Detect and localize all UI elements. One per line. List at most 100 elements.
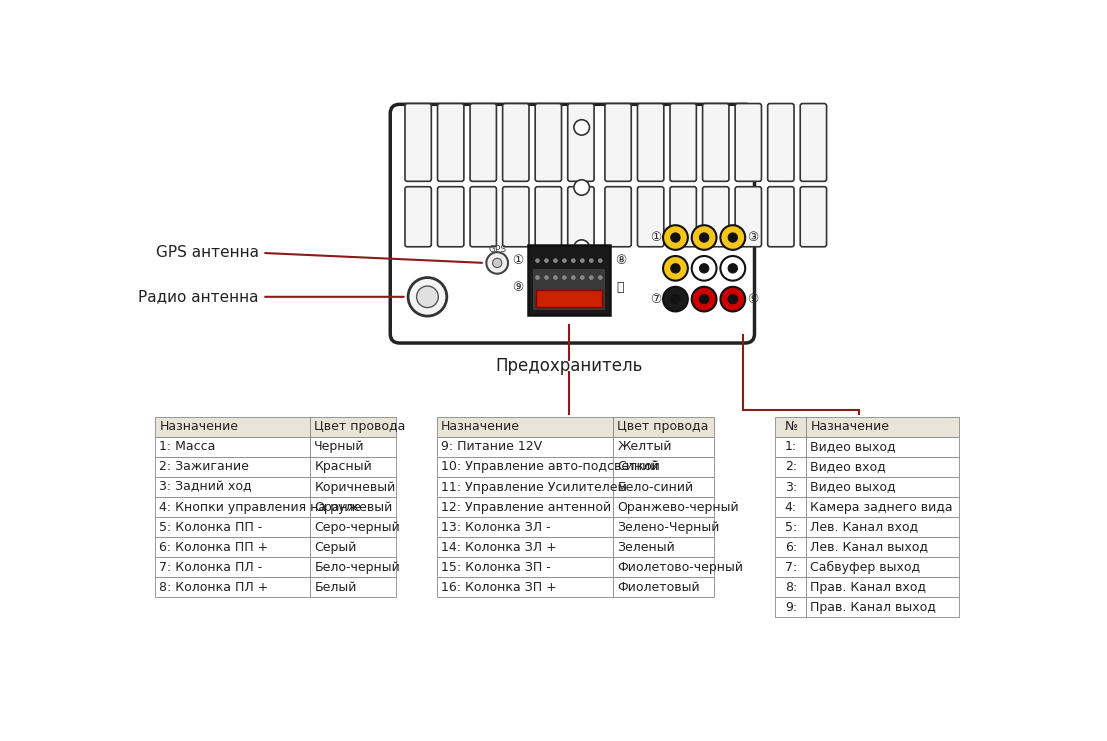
Text: 6:: 6: xyxy=(785,541,797,554)
Bar xyxy=(155,537,310,557)
Text: 16: Колонка ЗП +: 16: Колонка ЗП + xyxy=(441,581,557,594)
Text: ⑯: ⑯ xyxy=(617,281,624,294)
Bar xyxy=(613,537,714,557)
FancyBboxPatch shape xyxy=(638,187,664,247)
Circle shape xyxy=(692,287,716,311)
Bar xyxy=(437,437,613,457)
Circle shape xyxy=(598,275,602,280)
FancyBboxPatch shape xyxy=(638,104,664,182)
Text: 7: Колонка ПЛ -: 7: Колонка ПЛ - xyxy=(159,561,262,574)
FancyBboxPatch shape xyxy=(535,187,561,247)
FancyBboxPatch shape xyxy=(800,187,827,247)
Text: Желтый: Желтый xyxy=(618,440,672,453)
Text: 10: Управление авто-подсветкой: 10: Управление авто-подсветкой xyxy=(441,460,660,473)
Bar xyxy=(536,290,602,307)
Bar xyxy=(155,577,310,597)
Text: Серо-черный: Серо-черный xyxy=(314,520,400,534)
Circle shape xyxy=(486,252,508,273)
Text: №: № xyxy=(785,420,797,433)
Bar xyxy=(310,577,395,597)
Text: Серый: Серый xyxy=(314,541,356,554)
Circle shape xyxy=(721,287,745,311)
Bar xyxy=(613,417,714,437)
Bar xyxy=(775,497,806,517)
FancyBboxPatch shape xyxy=(703,187,728,247)
Circle shape xyxy=(493,259,501,268)
Text: Назначение: Назначение xyxy=(441,420,519,433)
Bar xyxy=(155,517,310,537)
FancyBboxPatch shape xyxy=(437,104,464,182)
Text: Видео вход: Видео вход xyxy=(810,460,886,473)
Text: Видео выход: Видео выход xyxy=(810,480,896,494)
Circle shape xyxy=(535,259,540,263)
Text: 8: Колонка ПЛ +: 8: Колонка ПЛ + xyxy=(159,581,269,594)
FancyBboxPatch shape xyxy=(535,104,561,182)
Bar xyxy=(806,597,959,617)
FancyBboxPatch shape xyxy=(735,187,762,247)
Circle shape xyxy=(571,275,576,280)
Circle shape xyxy=(728,294,737,304)
Text: GPS антенна: GPS антенна xyxy=(155,245,259,260)
Text: Красный: Красный xyxy=(314,460,372,473)
Text: Белый: Белый xyxy=(314,581,356,594)
Text: 6: Колонка ПП +: 6: Колонка ПП + xyxy=(159,541,269,554)
Circle shape xyxy=(408,278,447,316)
Bar xyxy=(775,477,806,497)
Bar xyxy=(806,577,959,597)
Circle shape xyxy=(573,240,589,255)
Bar xyxy=(806,537,959,557)
Bar xyxy=(155,417,310,437)
Text: Радио антенна: Радио антенна xyxy=(138,289,259,305)
Text: 15: Колонка ЗП -: 15: Колонка ЗП - xyxy=(441,561,550,574)
Bar xyxy=(310,497,395,517)
Text: 8:: 8: xyxy=(785,581,797,594)
FancyBboxPatch shape xyxy=(767,187,794,247)
Circle shape xyxy=(562,275,567,280)
Bar xyxy=(528,245,610,314)
Text: Коричневый: Коричневый xyxy=(314,480,395,494)
Bar xyxy=(437,457,613,477)
Bar xyxy=(775,417,806,437)
Text: 1: Масса: 1: Масса xyxy=(159,440,216,453)
Bar xyxy=(806,517,959,537)
Bar xyxy=(613,577,714,597)
Text: ①: ① xyxy=(650,231,661,244)
FancyBboxPatch shape xyxy=(405,187,432,247)
Text: Видео выход: Видео выход xyxy=(810,440,896,453)
Text: Оранжевый: Оранжевый xyxy=(314,500,393,514)
FancyBboxPatch shape xyxy=(568,104,594,182)
Circle shape xyxy=(554,259,558,263)
Text: Черный: Черный xyxy=(314,440,365,453)
Text: ⑨: ⑨ xyxy=(511,281,523,294)
Bar xyxy=(806,477,959,497)
Circle shape xyxy=(554,275,558,280)
Text: 2:: 2: xyxy=(785,460,797,473)
FancyBboxPatch shape xyxy=(437,187,464,247)
FancyBboxPatch shape xyxy=(470,104,496,182)
Bar xyxy=(310,457,395,477)
Circle shape xyxy=(721,256,745,281)
Text: 9: Питание 12V: 9: Питание 12V xyxy=(441,440,541,453)
Circle shape xyxy=(692,225,716,250)
Text: 9:: 9: xyxy=(785,601,797,614)
FancyBboxPatch shape xyxy=(670,187,696,247)
Circle shape xyxy=(545,259,549,263)
Circle shape xyxy=(700,294,708,304)
Text: Зеленый: Зеленый xyxy=(618,541,675,554)
FancyBboxPatch shape xyxy=(470,187,496,247)
Text: 7:: 7: xyxy=(785,561,797,574)
FancyBboxPatch shape xyxy=(568,187,594,247)
Circle shape xyxy=(663,225,687,250)
Bar xyxy=(806,557,959,577)
Bar xyxy=(155,477,310,497)
Text: Назначение: Назначение xyxy=(810,420,889,433)
Text: Предохранитель: Предохранитель xyxy=(495,357,642,375)
FancyBboxPatch shape xyxy=(604,187,631,247)
Circle shape xyxy=(573,180,589,195)
Circle shape xyxy=(589,275,593,280)
Text: Камера заднего вида: Камера заднего вида xyxy=(810,500,953,514)
Bar xyxy=(310,537,395,557)
FancyBboxPatch shape xyxy=(800,104,827,182)
Circle shape xyxy=(728,264,737,273)
Bar xyxy=(310,437,395,457)
